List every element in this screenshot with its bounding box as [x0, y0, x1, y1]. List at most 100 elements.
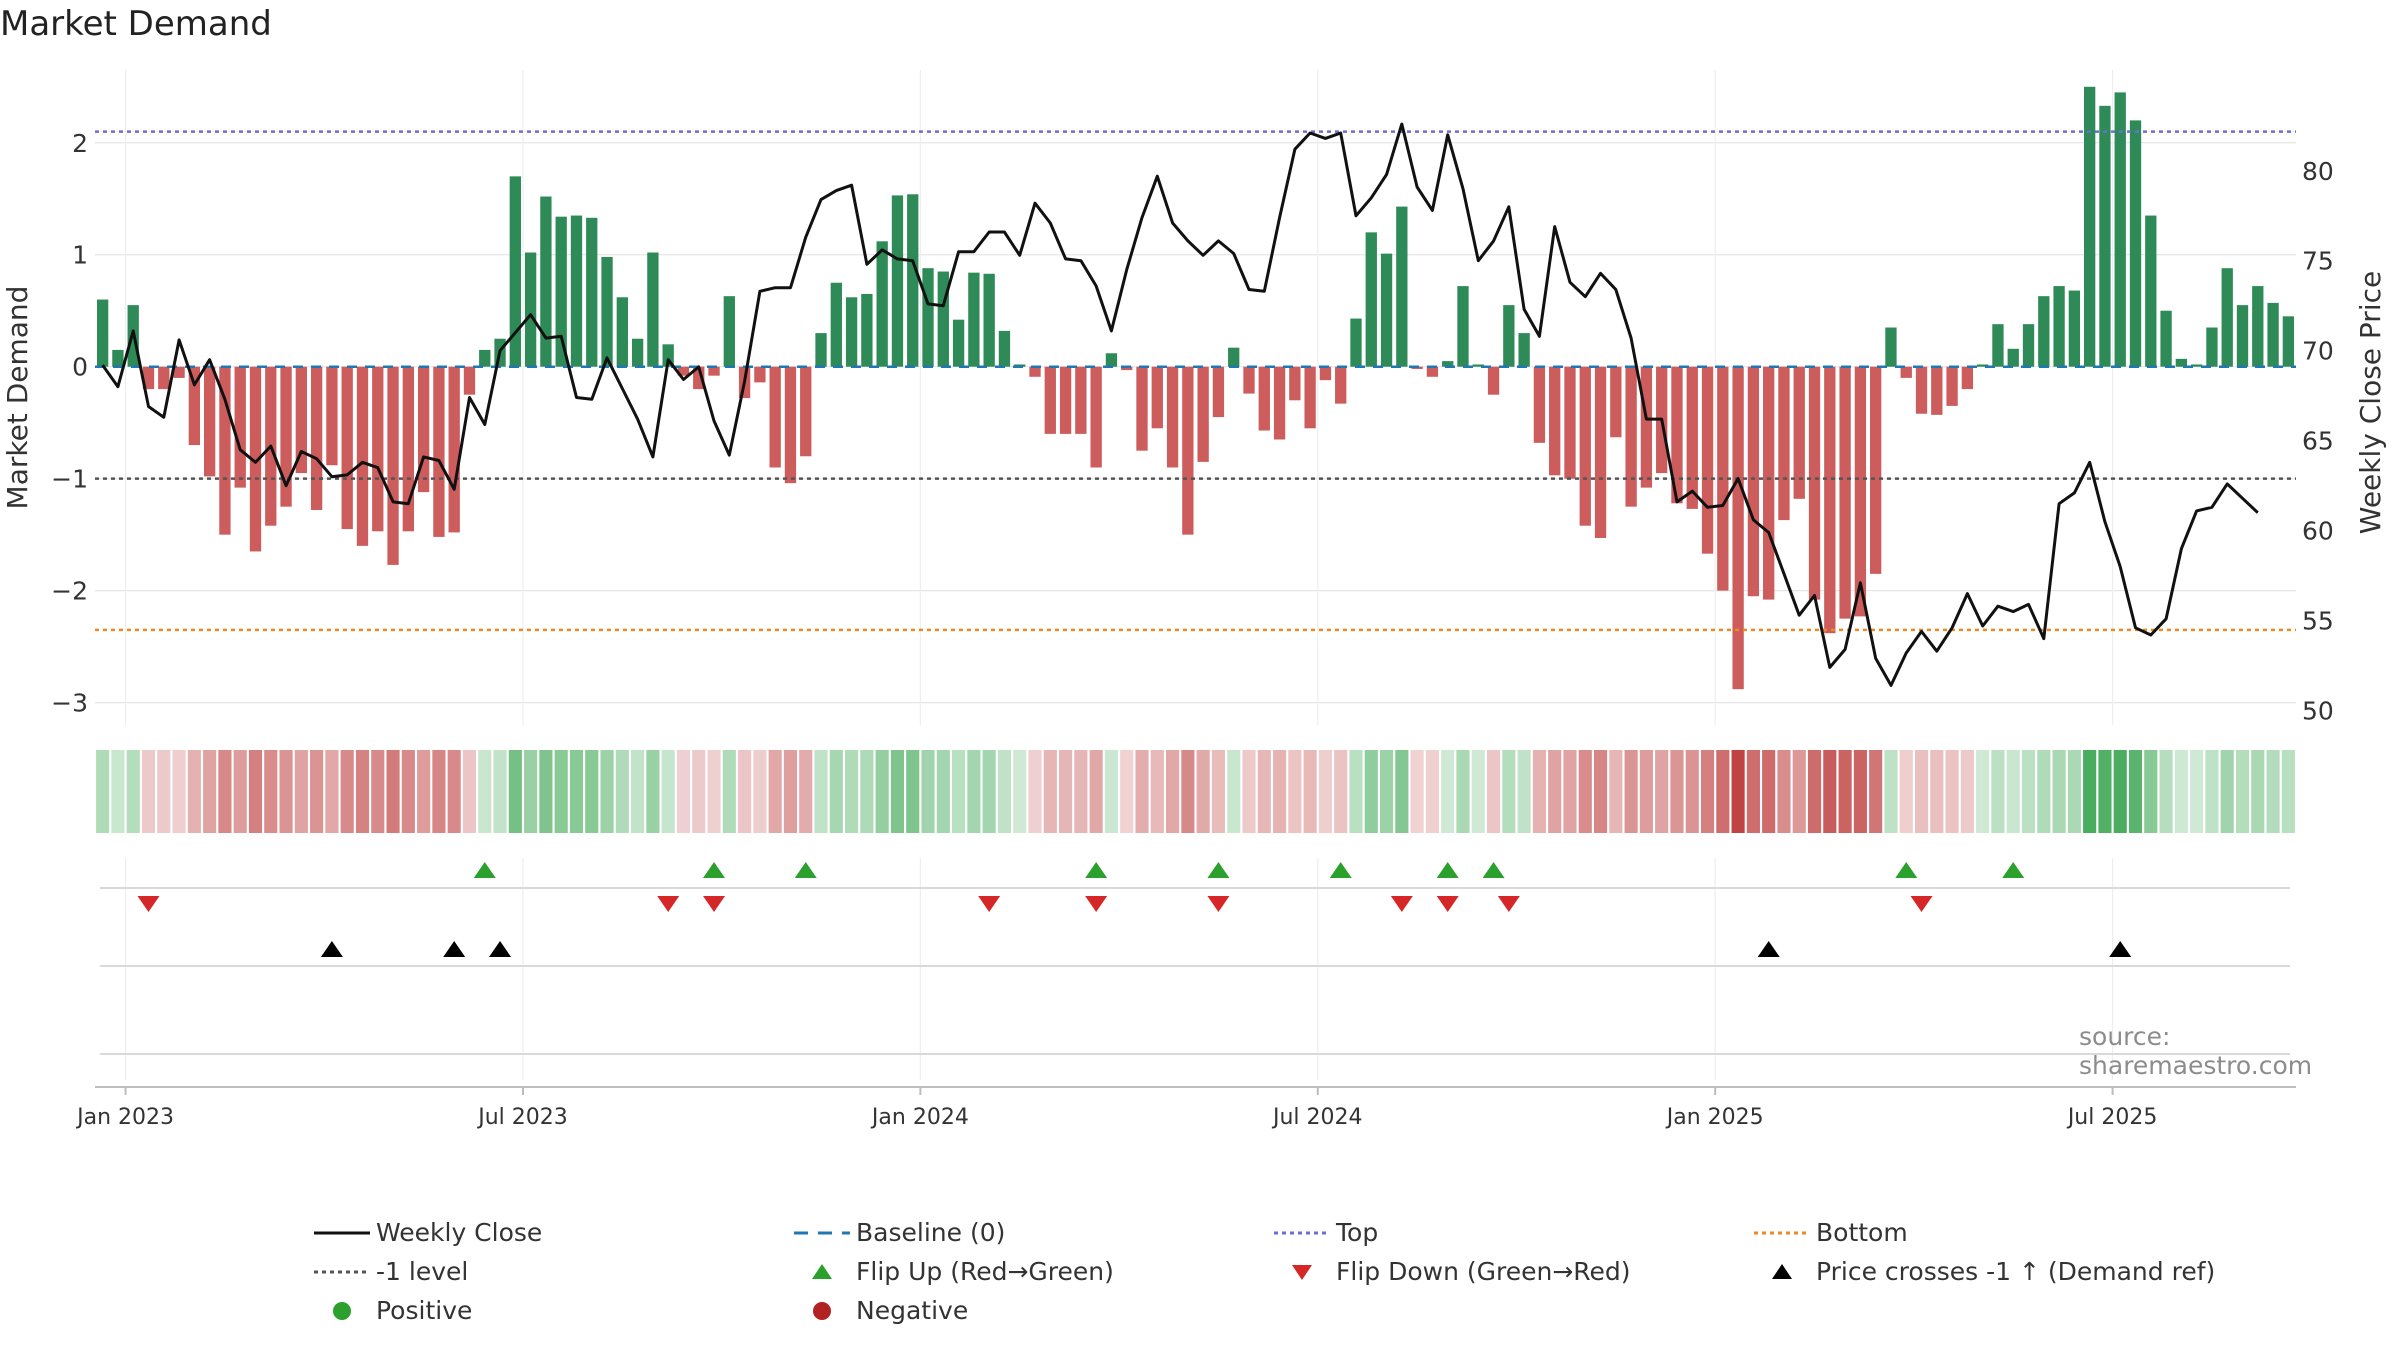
flip-up-marker: [1482, 862, 1505, 878]
demand-bar: [112, 349, 124, 367]
axes: 2 1 0 −1 −2 −3 80 75 70 65 60 55 50 Market Demand Week…: [1, 129, 2387, 726]
heat-strip-cell: [783, 750, 798, 833]
heat-strip-cell: [2251, 750, 2265, 833]
demand-bar: [616, 297, 628, 367]
heat-strip-cell: [172, 750, 186, 833]
demand-bar: [402, 366, 414, 532]
y-tick-label: −3: [51, 689, 88, 718]
demand-bar: [356, 366, 369, 546]
legend-item: Bottom: [1750, 1218, 1908, 1247]
heat-strip-cell: [432, 750, 446, 833]
heat-strip-cell: [2098, 750, 2112, 833]
heat-strip-cell: [1334, 750, 1348, 833]
demand-bar: [891, 195, 904, 367]
heat-strip-cell: [921, 750, 935, 833]
demand-bar: [2022, 324, 2035, 367]
legend-triangle-down-icon: [1270, 1260, 1334, 1284]
demand-bar: [2053, 286, 2065, 367]
heat-strip-cell: [1135, 750, 1149, 833]
heat-strip-cell: [401, 750, 415, 833]
heat-strip-cell: [1548, 750, 1562, 833]
demand-bar: [1671, 366, 1683, 504]
flip-up-marker: [703, 862, 726, 878]
y2-tick-label: 70: [2302, 337, 2334, 366]
demand-bar: [1396, 206, 1408, 367]
y-tick-label: −2: [51, 577, 88, 606]
demand-bar: [830, 282, 842, 367]
heat-strip-cell: [1181, 750, 1195, 833]
heat-strip-cell: [279, 750, 293, 833]
flip-down-marker: [1085, 896, 1108, 912]
heat-strip-cell: [1013, 750, 1027, 833]
legend-dotted-line-icon: [1270, 1221, 1334, 1245]
heat-strip-cell: [1410, 750, 1424, 833]
heat-strip-cell: [875, 750, 889, 833]
heat-strip-cell: [585, 750, 599, 833]
demand-bar: [1579, 366, 1591, 526]
heat-strip-cell: [1853, 750, 1867, 833]
heat-strip-cell: [417, 750, 431, 833]
legend-label: Flip Down (Green→Red): [1336, 1257, 1631, 1286]
heat-strip-cell: [233, 750, 247, 833]
demand-bar: [280, 366, 292, 507]
demand-bar: [1992, 324, 2004, 367]
flip-down-marker: [657, 896, 680, 912]
heat-strip-cell: [478, 750, 492, 833]
heat-strip-cell: [126, 750, 140, 833]
heat-strip-cell: [493, 750, 507, 833]
legend: Weekly Close Baseline (0) Top Bottom -1 leve…: [310, 1218, 2260, 1328]
x-tick-label: Jul 2024: [1271, 1105, 1363, 1130]
heat-strip-cell: [2067, 750, 2081, 833]
heat-strip-cell: [2144, 750, 2158, 833]
heat-strip-cell: [157, 750, 171, 833]
demand-bar: [2099, 105, 2111, 367]
demand-bar: [1289, 366, 1301, 401]
demand-bar: [2236, 305, 2249, 367]
legend-label: Flip Up (Red→Green): [856, 1257, 1114, 1286]
heat-strip-cell: [2113, 750, 2127, 833]
demand-bar: [1824, 366, 1836, 634]
legend-item: -1 level: [310, 1257, 468, 1286]
heat-strip-cell: [952, 750, 966, 833]
demand-bar: [1136, 366, 1148, 451]
heat-strip-cell: [2006, 750, 2020, 833]
demand-bar: [326, 366, 338, 466]
heat-strip-cell: [1517, 750, 1531, 833]
demand-bar: [876, 241, 888, 367]
demand-bar: [769, 366, 781, 468]
demand-bar: [693, 366, 705, 390]
heat-strip-cell: [340, 750, 354, 833]
demand-bar: [1763, 366, 1775, 600]
heat-strip-cell: [1960, 750, 1974, 833]
heat-strip-cell: [1655, 750, 1669, 833]
flip-down-marker: [703, 896, 726, 912]
heat-strip-cell: [615, 750, 629, 833]
demand-bar: [1487, 366, 1500, 395]
legend-triangle-up-icon: [1750, 1260, 1814, 1284]
demand-bar: [1793, 366, 1805, 499]
demand-bar: [1273, 366, 1286, 440]
demand-bar: [310, 366, 323, 511]
legend-label: Top: [1336, 1218, 1379, 1247]
heat-strip-cell: [799, 750, 813, 833]
demand-bar: [2068, 290, 2081, 367]
heat-strip-cell: [2190, 750, 2204, 833]
demand-bar: [2084, 86, 2096, 367]
demand-bar: [188, 366, 201, 446]
heat-strip-cell: [554, 750, 568, 833]
heat-strip-cell: [1807, 750, 1822, 833]
legend-label: -1 level: [376, 1257, 469, 1286]
heat-strip-cell: [1716, 750, 1730, 833]
heat-strip-cell: [845, 750, 859, 833]
heat-strip-cell: [722, 750, 736, 833]
heat-strip-cell: [1609, 750, 1623, 833]
demand-bar: [1044, 366, 1056, 434]
legend-triangle-up-icon: [790, 1260, 854, 1284]
demand-bar: [1380, 253, 1393, 367]
demand-bar: [219, 366, 231, 535]
heat-strip-cell: [707, 750, 721, 833]
heat-strip-cell: [310, 750, 324, 833]
heat-strip-cell: [982, 750, 996, 833]
demand-bar: [1701, 366, 1714, 554]
heat-strip-cell: [1257, 750, 1271, 833]
